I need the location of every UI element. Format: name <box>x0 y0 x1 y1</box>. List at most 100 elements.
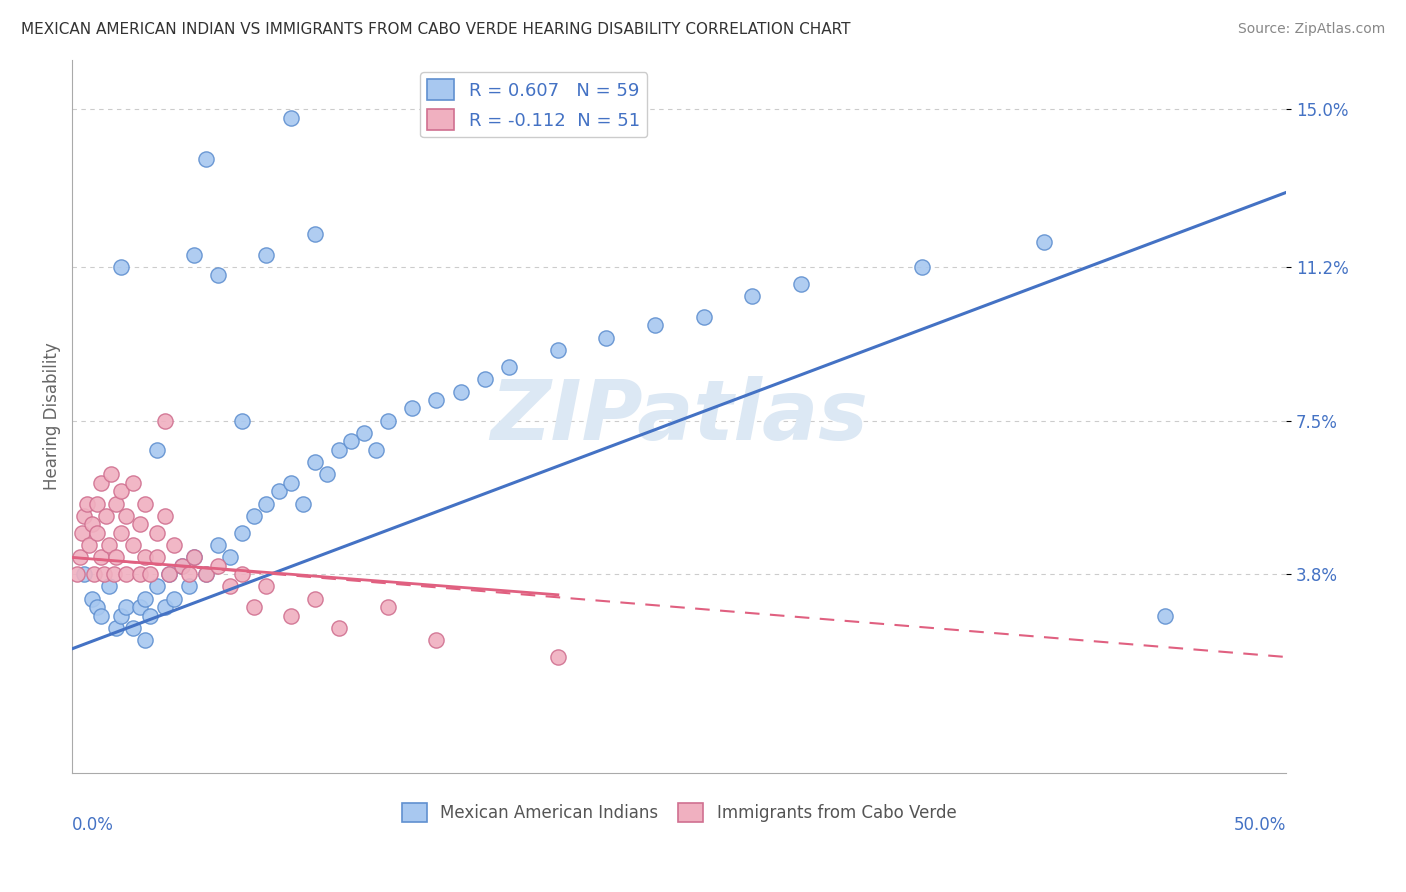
Point <box>86 600 108 615</box>
Point <box>328 442 350 457</box>
Point <box>256 580 278 594</box>
Text: 0.0%: 0.0% <box>72 816 114 834</box>
Point <box>547 650 569 665</box>
Point <box>146 525 169 540</box>
Point <box>97 538 120 552</box>
Point <box>340 434 363 449</box>
Point <box>134 496 156 510</box>
Point <box>267 484 290 499</box>
Point <box>163 591 186 606</box>
Point <box>377 413 399 427</box>
Point <box>207 268 229 283</box>
Point <box>1154 608 1177 623</box>
Point <box>110 525 132 540</box>
Point <box>280 608 302 623</box>
Point <box>100 467 122 482</box>
Point <box>1032 235 1054 249</box>
Point <box>194 567 217 582</box>
Point <box>104 621 127 635</box>
Point <box>474 372 496 386</box>
Point <box>114 567 136 582</box>
Point <box>122 621 145 635</box>
Point <box>122 538 145 552</box>
Point <box>153 508 176 523</box>
Point <box>194 567 217 582</box>
Point <box>129 517 152 532</box>
Text: ZIPatlas: ZIPatlas <box>491 376 869 457</box>
Point <box>146 550 169 565</box>
Point <box>146 580 169 594</box>
Point <box>73 567 96 582</box>
Point <box>183 247 205 261</box>
Legend: Mexican American Indians, Immigrants from Cabo Verde: Mexican American Indians, Immigrants fro… <box>395 797 963 829</box>
Point <box>280 475 302 490</box>
Point <box>157 567 180 582</box>
Text: MEXICAN AMERICAN INDIAN VS IMMIGRANTS FROM CABO VERDE HEARING DISABILITY CORRELA: MEXICAN AMERICAN INDIAN VS IMMIGRANTS FR… <box>21 22 851 37</box>
Point <box>134 633 156 648</box>
Point <box>304 227 326 241</box>
Point <box>425 633 447 648</box>
Point <box>183 550 205 565</box>
Point <box>86 525 108 540</box>
Point <box>280 111 302 125</box>
Point <box>789 277 811 291</box>
Point <box>134 550 156 565</box>
Point <box>243 600 266 615</box>
Point <box>104 550 127 565</box>
Point <box>146 442 169 457</box>
Point <box>153 413 176 427</box>
Point <box>66 567 89 582</box>
Point <box>595 330 617 344</box>
Point <box>96 508 118 523</box>
Point <box>364 442 387 457</box>
Point <box>450 384 472 399</box>
Point <box>328 621 350 635</box>
Point <box>80 591 103 606</box>
Point <box>194 152 217 166</box>
Point <box>425 392 447 407</box>
Y-axis label: Hearing Disability: Hearing Disability <box>44 343 60 491</box>
Point <box>183 550 205 565</box>
Point <box>353 425 375 440</box>
Point <box>76 496 98 510</box>
Point <box>256 496 278 510</box>
Point <box>304 455 326 469</box>
Point <box>256 247 278 261</box>
Point <box>291 496 314 510</box>
Point <box>83 567 105 582</box>
Point <box>90 608 112 623</box>
Point <box>207 538 229 552</box>
Point <box>110 484 132 499</box>
Point <box>86 496 108 510</box>
Point <box>80 517 103 532</box>
Point <box>129 567 152 582</box>
Point <box>97 580 120 594</box>
Point <box>104 496 127 510</box>
Point <box>129 600 152 615</box>
Point <box>243 508 266 523</box>
Point <box>207 558 229 573</box>
Point <box>547 343 569 357</box>
Point <box>177 580 200 594</box>
Point <box>692 310 714 324</box>
Point <box>231 567 253 582</box>
Point <box>70 525 93 540</box>
Point <box>69 550 91 565</box>
Point <box>219 580 242 594</box>
Point <box>231 525 253 540</box>
Point <box>122 475 145 490</box>
Point <box>644 318 666 332</box>
Point <box>77 538 100 552</box>
Point <box>103 567 125 582</box>
Text: 50.0%: 50.0% <box>1234 816 1286 834</box>
Point <box>93 567 115 582</box>
Point <box>177 567 200 582</box>
Point <box>114 508 136 523</box>
Point <box>170 558 193 573</box>
Point <box>73 508 96 523</box>
Point <box>157 567 180 582</box>
Point <box>110 260 132 274</box>
Point <box>170 558 193 573</box>
Point <box>163 538 186 552</box>
Point <box>90 475 112 490</box>
